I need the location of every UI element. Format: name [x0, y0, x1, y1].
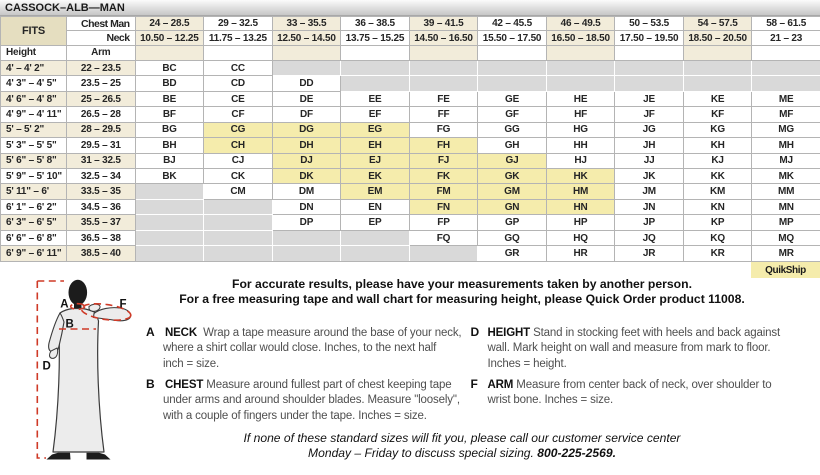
svg-text:F: F: [120, 298, 127, 310]
svg-text:B: B: [66, 318, 74, 330]
svg-text:A: A: [60, 298, 68, 310]
svg-text:D: D: [43, 361, 51, 373]
